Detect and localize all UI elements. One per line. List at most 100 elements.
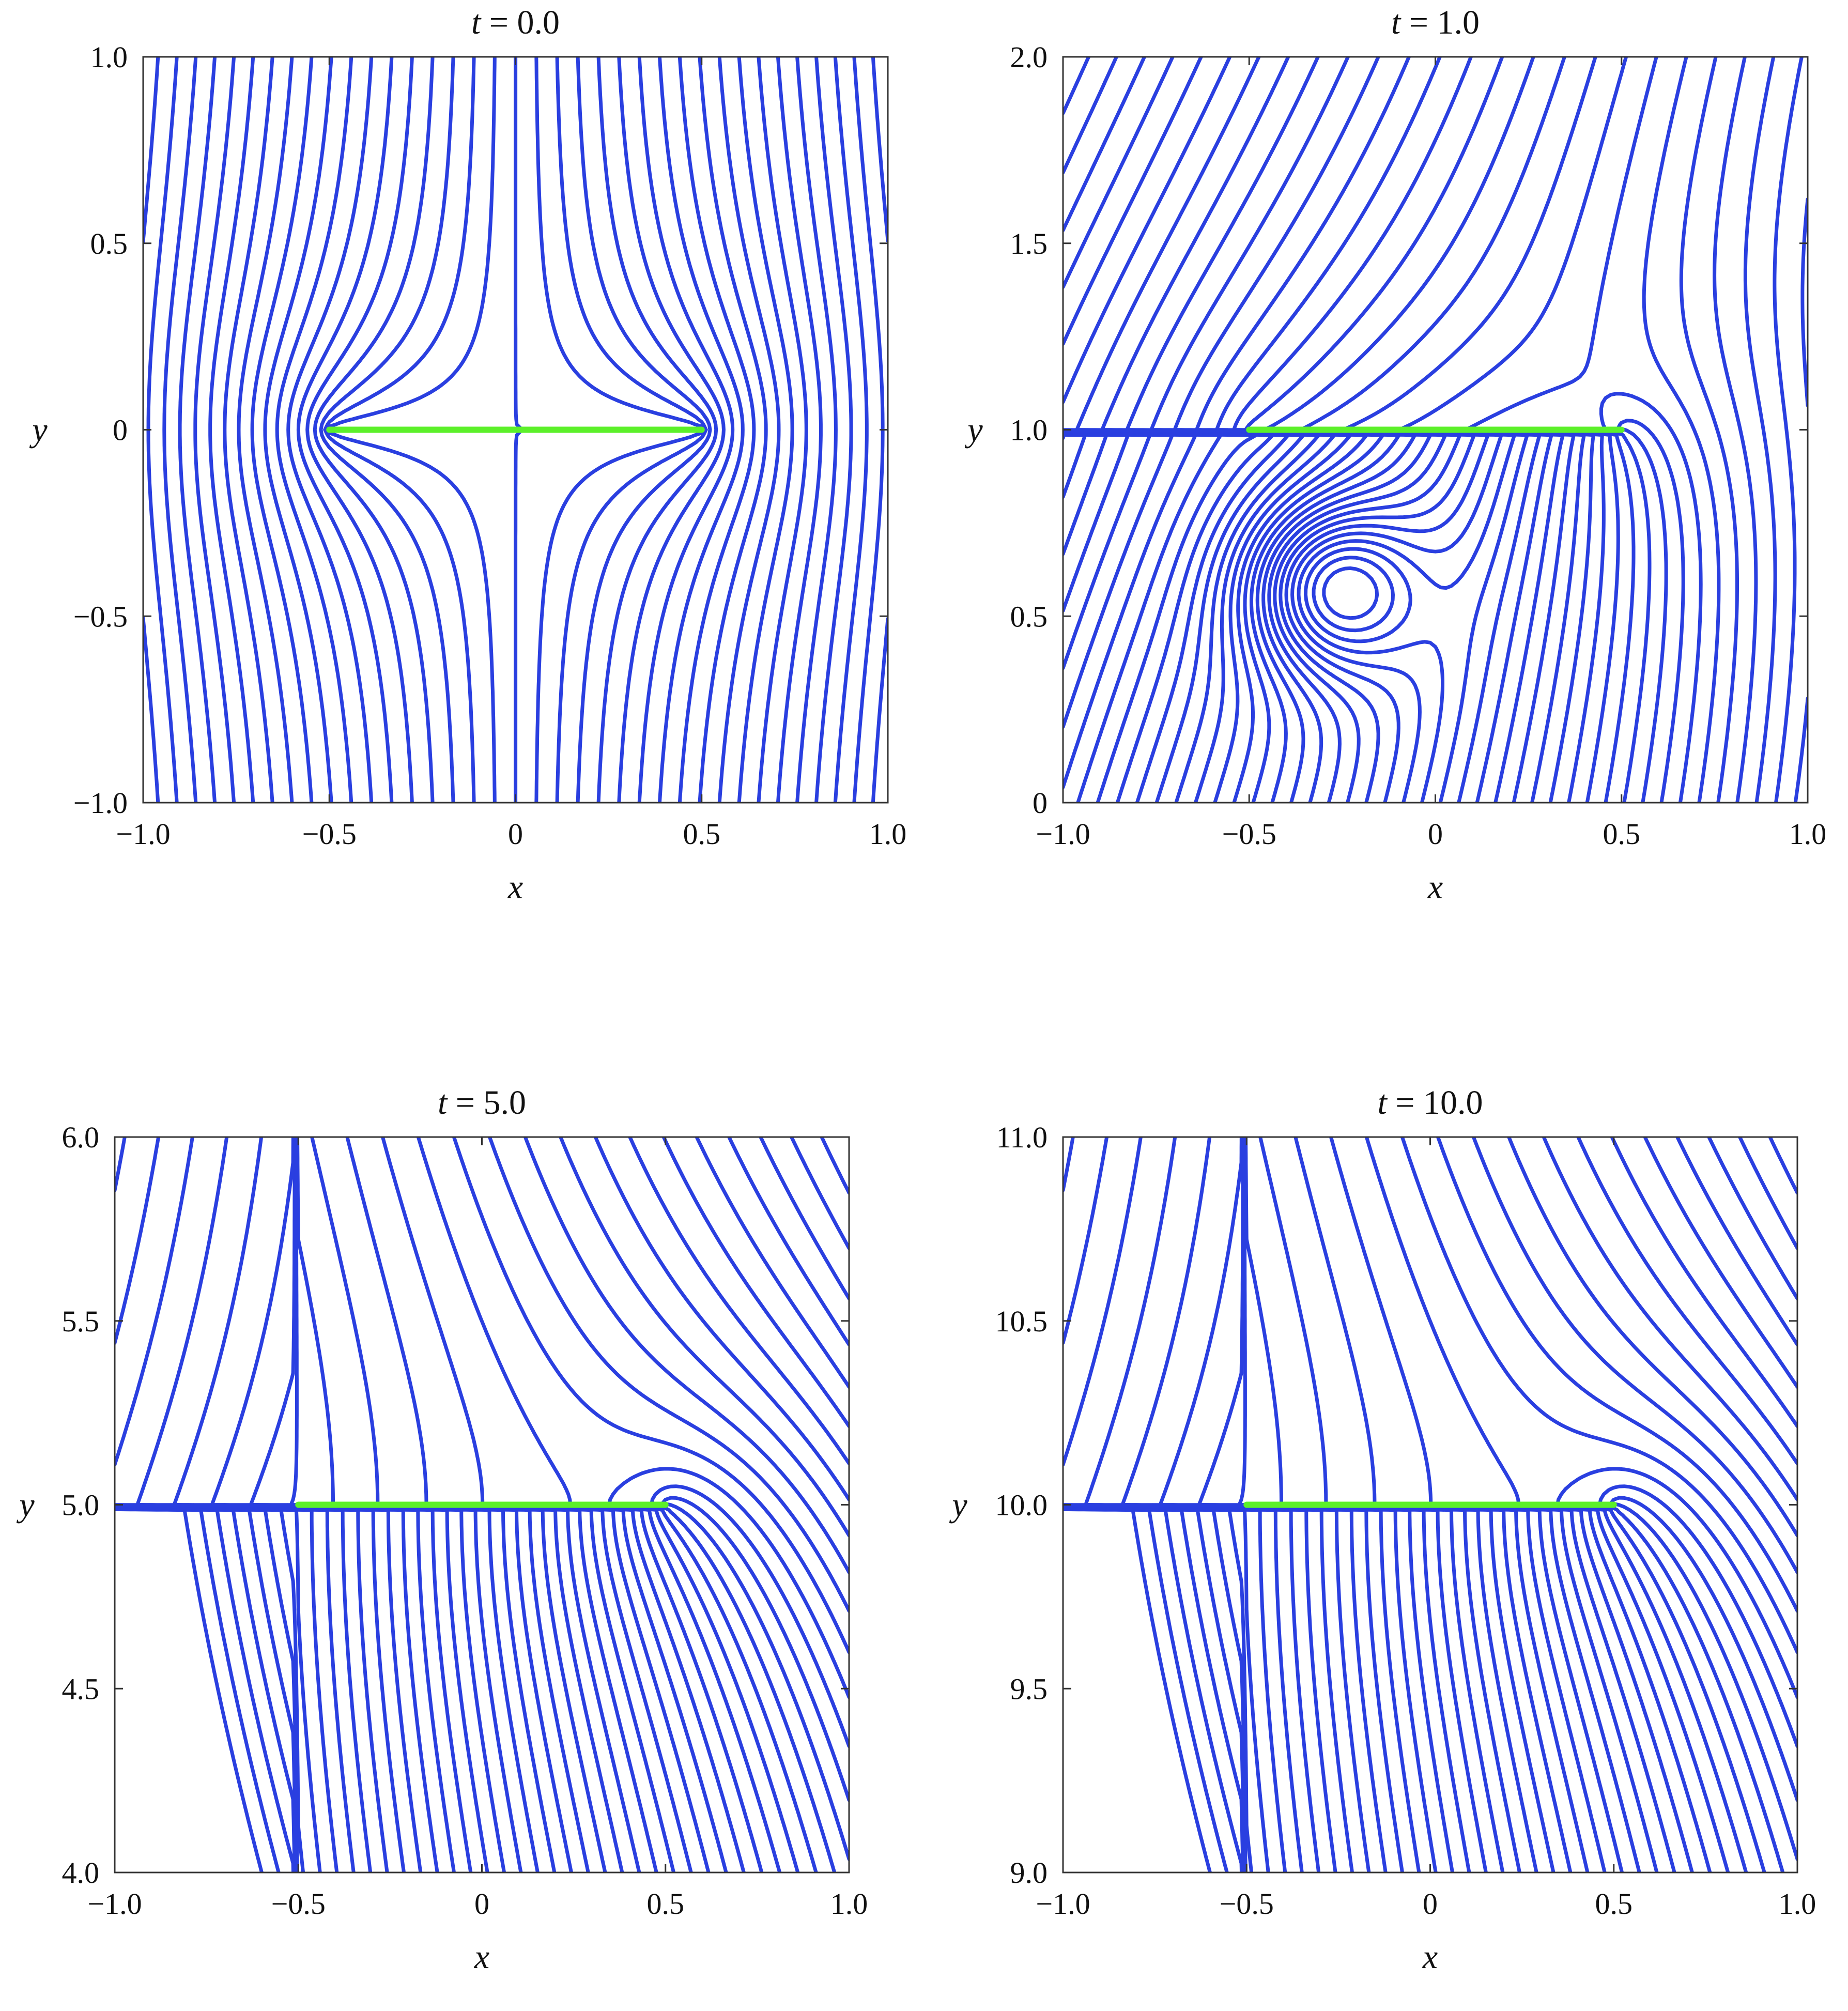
y-tick-label: 10.0 — [995, 1488, 1048, 1522]
streamline — [1679, 57, 1739, 803]
streamline — [555, 57, 708, 803]
y-tick-label: 0.5 — [90, 227, 128, 260]
title-variable: t — [438, 1084, 448, 1122]
y-axis-label: y — [16, 1486, 35, 1524]
x-tick-label: 0.5 — [683, 817, 721, 851]
x-tick-label: 1.0 — [1789, 817, 1827, 851]
streamline — [115, 1507, 281, 1872]
x-tick-label: 0 — [1423, 1887, 1438, 1921]
y-tick-label: 2.0 — [1010, 40, 1048, 74]
streamline — [1675, 1137, 1797, 1347]
streamline — [1743, 57, 1777, 803]
x-tick-label: 1.0 — [830, 1887, 868, 1921]
panel-4: −1.0 −0.5 0 0.5 1.0 9.0 9.5 10.0 10.5 11.0 x y t = 1… — [949, 1084, 1816, 1976]
y-axis-label: y — [949, 1486, 967, 1524]
streamline — [275, 57, 353, 803]
x-tick-label: 1.0 — [1779, 1887, 1816, 1921]
streamline — [727, 1137, 849, 1347]
panel-title: t = 1.0 — [1391, 4, 1480, 41]
y-axis-label: y — [29, 411, 48, 449]
y-tick-label: 1.0 — [1010, 413, 1048, 447]
streamline — [534, 57, 706, 803]
streamline — [1063, 430, 1352, 803]
x-axis-label: x — [474, 1938, 489, 1976]
y-tick-label: 5.5 — [62, 1304, 100, 1338]
streamline — [523, 1137, 849, 1574]
streamline — [286, 57, 374, 803]
y-tick-label: 0 — [113, 413, 128, 447]
x-tick-label: −1.0 — [1036, 817, 1090, 851]
streamline — [115, 1508, 264, 1872]
x-axis-label: x — [507, 868, 523, 906]
x-tick-label: 0.5 — [1595, 1887, 1633, 1921]
streamline — [296, 57, 394, 803]
streamline — [1643, 1137, 1797, 1389]
x-tick-label: 0.5 — [647, 1887, 685, 1921]
streamline — [1707, 1137, 1797, 1300]
y-tick-label: 5.0 — [62, 1488, 100, 1522]
streamline — [757, 57, 808, 803]
streamline — [1063, 1508, 1212, 1872]
x-tick-label: 0.5 — [1603, 817, 1641, 851]
title-value: = 5.0 — [447, 1084, 526, 1122]
x-tick-label: −1.0 — [1036, 1887, 1090, 1921]
streamline — [162, 57, 198, 803]
streamline — [263, 57, 333, 803]
title-value: = 0.0 — [481, 4, 560, 41]
x-tick-label: −0.5 — [302, 817, 357, 851]
streamline — [790, 1137, 849, 1250]
streamline — [1642, 57, 1721, 803]
streamline — [178, 57, 217, 803]
streamline — [695, 1137, 849, 1389]
streamline — [1063, 433, 1108, 556]
streamline — [223, 57, 274, 803]
title-value: = 10.0 — [1387, 1084, 1483, 1122]
y-tick-label: −0.5 — [73, 600, 128, 633]
x-tick-label: 0 — [474, 1887, 489, 1921]
streamline — [576, 57, 712, 803]
streamline — [1063, 1507, 1248, 1872]
streamline — [871, 57, 888, 803]
x-tick-label: −1.0 — [87, 1887, 142, 1921]
streamline — [1793, 197, 1808, 803]
y-tick-label: −1.0 — [73, 786, 128, 820]
streamline — [820, 1137, 849, 1195]
panel-title: t = 0.0 — [471, 4, 560, 41]
streamline — [717, 57, 781, 803]
streamline — [319, 57, 455, 803]
streamlines — [143, 57, 888, 803]
streamline — [596, 57, 718, 803]
y-tick-label: 4.5 — [62, 1672, 100, 1706]
x-axis-label: x — [1427, 868, 1443, 906]
y-tick-label: 9.5 — [1010, 1672, 1048, 1706]
streamline — [250, 57, 314, 803]
streamline — [237, 57, 294, 803]
streamline — [559, 1137, 849, 1538]
streamline — [1063, 433, 1087, 499]
streamline — [617, 57, 726, 803]
streamline — [776, 57, 823, 803]
y-tick-label: 9.0 — [1010, 1856, 1048, 1890]
streamline — [1773, 57, 1804, 803]
streamline — [1713, 57, 1758, 803]
x-tick-label: −0.5 — [271, 1887, 326, 1921]
x-tick-label: 0 — [508, 817, 523, 851]
y-tick-label: 1.0 — [90, 40, 128, 74]
panel-2: −1.0 −0.5 0 0.5 1.0 0 0.5 1.0 1.5 2.0 x y t = 1.0 — [964, 4, 1826, 906]
streamline — [325, 57, 497, 803]
streamline — [833, 57, 869, 803]
y-tick-label: 1.5 — [1010, 227, 1048, 260]
y-tick-label: 0.5 — [1010, 600, 1048, 633]
y-tick-label: 10.5 — [995, 1304, 1048, 1338]
x-tick-label: −0.5 — [1222, 817, 1276, 851]
streamline — [1063, 1507, 1245, 1872]
streamline — [1768, 1137, 1797, 1195]
title-value: = 1.0 — [1400, 4, 1480, 41]
streamline — [193, 57, 236, 803]
streamline — [1063, 1503, 1624, 1872]
panel-3: −1.0 −0.5 0 0.5 1.0 4.0 4.5 5.0 5.5 6.0 x y t = 5.0 — [16, 1084, 868, 1976]
panel-1: −1.0 −0.5 0 0.5 1.0 −1.0 −0.5 0 0.5 1.0 x y t = 0.0 — [29, 4, 906, 906]
streamline — [759, 1137, 849, 1300]
title-variable: t — [471, 4, 482, 41]
x-tick-label: 1.0 — [869, 817, 907, 851]
